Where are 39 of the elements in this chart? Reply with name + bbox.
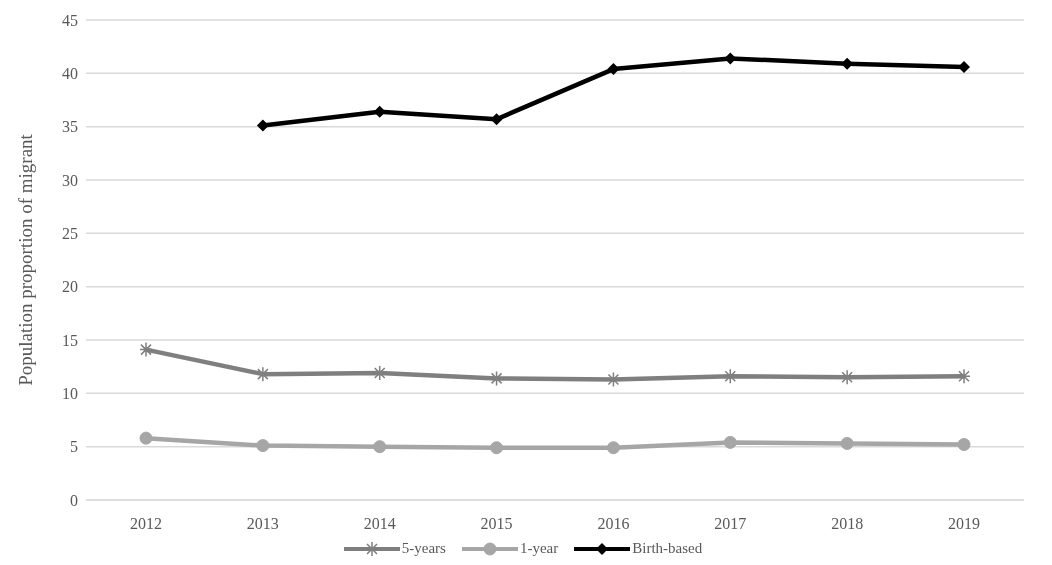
x-tick-label: 2015 bbox=[480, 515, 513, 533]
point bbox=[840, 369, 854, 386]
point bbox=[372, 365, 387, 381]
y-tick-label: 10 bbox=[62, 385, 78, 403]
y-tick-label: 35 bbox=[62, 118, 78, 136]
y-tick-label: 25 bbox=[62, 225, 78, 243]
y-tick-label: 0 bbox=[70, 491, 78, 509]
legend-label: 5-years bbox=[401, 540, 446, 557]
x-tick-label: 2018 bbox=[831, 515, 864, 533]
y-tick-label: 15 bbox=[62, 331, 78, 349]
y-tick-label: 45 bbox=[62, 11, 78, 29]
point bbox=[256, 119, 269, 132]
legend-label: Birth-based bbox=[632, 540, 703, 557]
point bbox=[256, 439, 270, 453]
y-axis-title: Population proportion of migrant bbox=[14, 133, 36, 386]
point bbox=[139, 341, 153, 358]
point bbox=[723, 435, 737, 449]
y-tick-label: 20 bbox=[62, 278, 78, 296]
point bbox=[489, 370, 504, 387]
point bbox=[139, 431, 153, 445]
x-tick-label: 2017 bbox=[714, 515, 747, 533]
point bbox=[957, 438, 971, 452]
x-tick-label: 2013 bbox=[246, 515, 279, 533]
point bbox=[606, 371, 621, 388]
x-tick-label: 2019 bbox=[948, 515, 980, 533]
point bbox=[957, 368, 971, 385]
y-tick-label: 30 bbox=[62, 171, 78, 189]
y-tick-label: 40 bbox=[62, 65, 78, 83]
x-tick-label: 2014 bbox=[363, 515, 396, 533]
x-tick-label: 2016 bbox=[597, 515, 630, 533]
y-tick-label: 5 bbox=[70, 438, 78, 456]
legend-label: 1-year bbox=[519, 540, 559, 557]
point bbox=[840, 436, 854, 450]
point bbox=[723, 368, 738, 385]
point bbox=[606, 441, 620, 455]
point bbox=[256, 366, 270, 382]
point bbox=[373, 440, 387, 454]
x-tick-label: 2012 bbox=[130, 515, 162, 533]
point bbox=[490, 441, 504, 455]
